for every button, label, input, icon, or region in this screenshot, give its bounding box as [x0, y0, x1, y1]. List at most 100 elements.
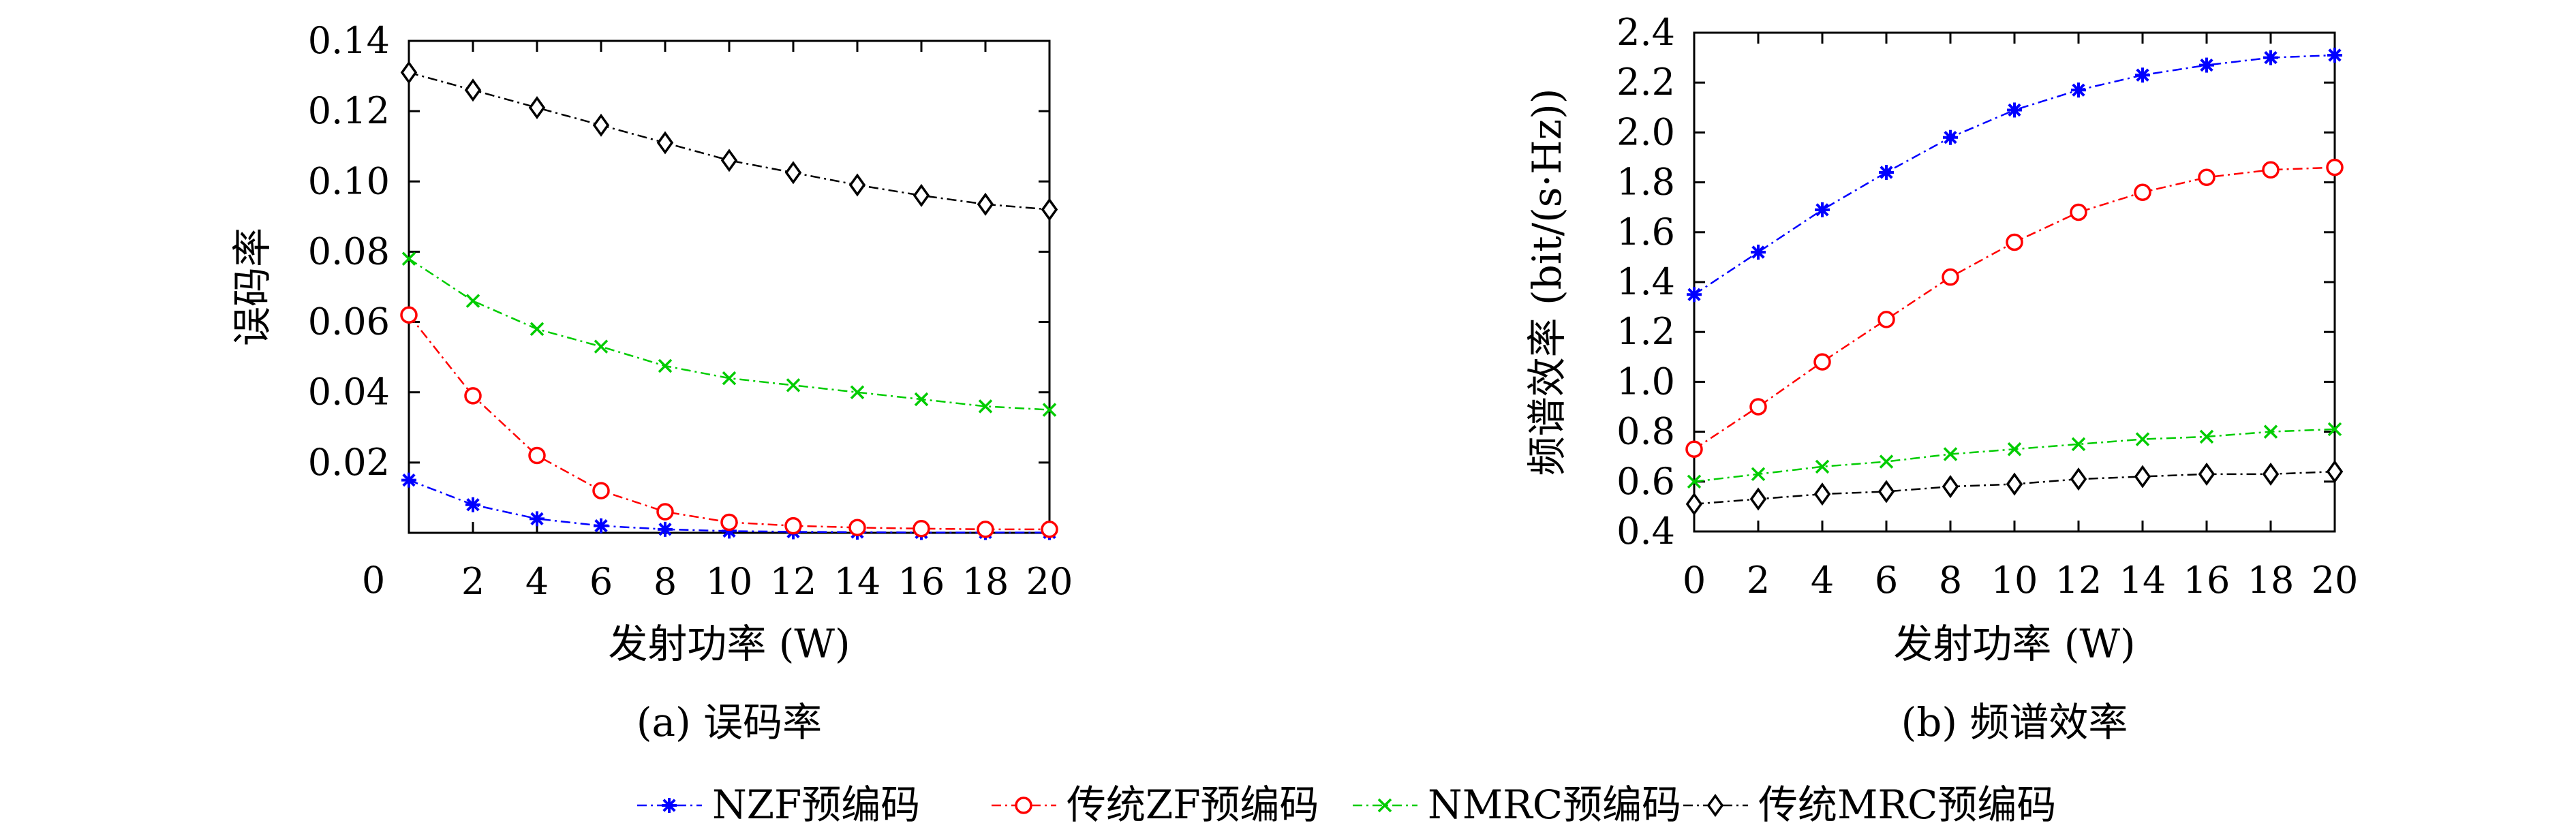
chart-a-x-axis-label: 发射功率 (W): [608, 621, 850, 667]
chart-a-xtick-label: 16: [898, 560, 945, 603]
chart-b-caption: (b) 频谱效率: [1901, 699, 2128, 745]
chart-a-series-1-point: [528, 446, 546, 465]
chart-a-series-3-point: [913, 183, 930, 207]
chart-b-series-3-point: [2006, 472, 2023, 496]
chart-b-series-3-point: [2198, 462, 2215, 486]
chart-a-y-axis-label: 误码率: [229, 228, 275, 346]
chart-b-ytick-label: 1.4: [1616, 260, 1675, 303]
chart-b-xtick-label: 16: [2183, 559, 2230, 602]
chart-b-series-3-point: [1813, 482, 1831, 506]
chart-a-series-line-2: [408, 258, 1050, 411]
chart-b-ytick-label: 0.8: [1616, 410, 1675, 453]
chart-b-series-3-point: [2262, 462, 2280, 486]
chart-b-series-0-point: [2327, 47, 2342, 63]
legend-item: 传统MRC预编码: [1683, 782, 2056, 828]
chart-a-ytick-label: 0.14: [308, 19, 390, 62]
chart-b-series-2-point: [1815, 459, 1830, 474]
chart-a-xtick-label: 20: [1026, 560, 1073, 603]
chart-b-ytick-label: 2.2: [1616, 61, 1675, 104]
chart-b-xtick-label: 2: [1747, 559, 1770, 602]
chart-b-xtick-label: 18: [2248, 559, 2295, 602]
chart-b-series-3-point: [2134, 465, 2151, 489]
chart-a-series-2-point: [401, 251, 416, 266]
chart-a-series-0-point: [594, 518, 609, 534]
chart-a-origin-label: 0: [362, 559, 385, 602]
legend-item: NZF预编码: [637, 782, 920, 828]
chart-a-series-3-point: [464, 78, 482, 102]
chart-a-series-1-point: [913, 520, 930, 538]
chart-b-series-1-point: [2070, 203, 2087, 221]
chart-b-series-0-point: [2135, 67, 2150, 83]
legend-marker: [1015, 797, 1032, 814]
chart-b-series-3-point: [1877, 480, 1895, 504]
chart-b-ytick-label: 2.0: [1616, 110, 1675, 153]
chart-a-xtick-label: 4: [525, 560, 549, 603]
chart-a-xtick-label: 12: [770, 560, 817, 603]
chart-a-plot-frame: [408, 40, 1051, 534]
legend-item: NMRC预编码: [1353, 782, 1681, 828]
chart-b-series-1-point: [1942, 268, 1959, 286]
chart-b-xtick-label: 0: [1683, 559, 1706, 602]
chart-b-series-1-point: [2326, 158, 2344, 176]
chart-a-series-0-point: [530, 511, 545, 527]
chart-a-series-2-point: [914, 392, 929, 407]
chart-a-series-3-point: [528, 95, 546, 119]
chart-a-series-0-point: [658, 521, 673, 537]
chart-a-series-3-point: [400, 61, 418, 84]
chart-b-ytick-label: 2.4: [1616, 11, 1675, 54]
chart-b-series-1-point: [2134, 183, 2151, 201]
chart-b-series-2-point: [1943, 447, 1958, 461]
chart-a-series-1-point: [464, 387, 482, 405]
chart-a-series-3-point: [592, 113, 610, 137]
chart-b-xtick-label: 14: [2119, 559, 2166, 602]
chart-b-series-0-point: [1815, 202, 1830, 217]
chart-b-series-0-point: [1879, 164, 1894, 180]
chart-a-series-3-point: [1041, 198, 1058, 221]
chart-a-caption: (a) 误码率: [637, 699, 822, 745]
chart-a-series-2-point: [1042, 403, 1057, 417]
chart-a-series-1-point: [848, 519, 866, 537]
chart-a-series-line-0: [408, 479, 1049, 534]
chart-b-xtick-label: 12: [2055, 559, 2102, 602]
chart-a-ytick-label: 0.10: [308, 159, 390, 202]
chart-a-series-1-point: [592, 482, 610, 499]
chart-b-y-axis-label: 频谱效率 (bit/(s·Hz)): [1524, 89, 1570, 476]
chart-b-series-3-point: [2326, 460, 2344, 484]
chart-a-series-3-point: [720, 149, 738, 172]
chart-a-series-1-point: [720, 513, 738, 531]
chart-a-series-1-point: [1041, 521, 1058, 538]
chart-b-xtick-label: 4: [1811, 559, 1834, 602]
chart-a-series-2-point: [786, 378, 801, 392]
chart-b-series-line-0: [1693, 54, 2335, 296]
legend-item: 传统ZF预编码: [992, 782, 1319, 828]
chart-a-series-1-point: [784, 516, 802, 535]
chart-a-series-3-point: [848, 173, 866, 197]
chart-a-xtick-label: 2: [461, 560, 485, 603]
chart-b-series-1-point: [2262, 161, 2280, 179]
chart-a-marks: [400, 61, 1058, 540]
chart-a-xtick-label: 18: [962, 560, 1009, 603]
chart-a-series-3-point: [656, 131, 674, 155]
chart-b-ytick-label: 1.0: [1616, 360, 1675, 403]
chart-b-series-2-point: [1751, 467, 1766, 482]
chart-b-series-3-point: [1685, 492, 1703, 516]
legend-label: NMRC预编码: [1428, 782, 1681, 828]
chart-a-ytick-label: 0.02: [308, 441, 390, 484]
legend-label: NZF预编码: [712, 782, 920, 828]
chart-b-series-1-point: [2198, 168, 2215, 187]
legend-label: 传统MRC预编码: [1758, 782, 2056, 828]
chart-b-series-3-point: [2070, 467, 2087, 491]
chart-b-series-1-point: [1685, 440, 1703, 458]
chart-b-series-1-point: [1749, 398, 1767, 416]
chart-a-series-0-point: [465, 497, 480, 512]
chart-b-ytick-label: 1.6: [1616, 211, 1675, 253]
chart-b-series-0-point: [1751, 245, 1766, 260]
legend-marker: [1706, 794, 1724, 817]
chart-a-series-3-point: [784, 161, 802, 185]
chart-b-xtick-label: 6: [1875, 559, 1898, 602]
chart-b-series-2-point: [2007, 442, 2022, 457]
chart-b-x-axis-label: 发射功率 (W): [1893, 621, 2135, 667]
chart-a-series-1-point: [400, 306, 418, 324]
chart-a-ytick-label: 0.06: [308, 300, 390, 343]
